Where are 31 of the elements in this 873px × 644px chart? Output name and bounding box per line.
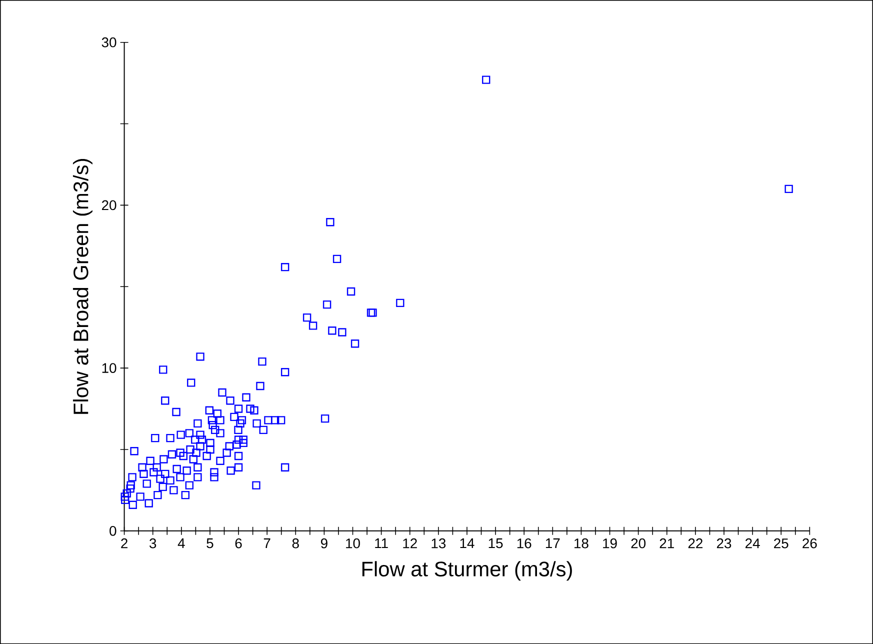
x-tick-label: 9	[320, 538, 328, 548]
y-tick-label: 20	[102, 200, 116, 210]
x-tick-label: 12	[403, 538, 417, 548]
y-tick-label: 0	[110, 526, 116, 536]
x-tick-label: 19	[603, 538, 617, 548]
x-tick-label: 8	[292, 538, 299, 548]
x-tick-label: 21	[660, 538, 674, 548]
x-tick-label: 15	[488, 538, 503, 548]
x-tick-label: 23	[716, 538, 732, 548]
x-tick-label: 20	[631, 538, 646, 548]
x-tick-label: 26	[802, 538, 817, 548]
x-tick-label: 25	[774, 538, 788, 548]
x-tick-label: 22	[688, 538, 702, 548]
x-tick-label: 24	[746, 538, 760, 548]
x-tick-label: 11	[375, 538, 388, 548]
y-axis-title: Flow at Broad Green (m3/s)	[72, 158, 92, 414]
y-tick-label: 10	[102, 363, 116, 373]
x-tick-label: 5	[206, 538, 214, 548]
x-tick-label: 13	[432, 538, 446, 548]
x-axis-title: Flow at Sturmer (m3/s)	[362, 561, 572, 580]
x-tick-label: 7	[264, 538, 270, 548]
x-tick-label: 3	[150, 538, 156, 548]
x-tick-label: 6	[235, 538, 242, 548]
x-tick-label: 17	[546, 538, 560, 548]
x-tick-label: 18	[574, 538, 588, 548]
y-tick-label: 30	[102, 37, 116, 48]
x-tick-label: 10	[346, 538, 360, 548]
x-tick-label: 2	[121, 538, 128, 548]
x-tick-label: 16	[517, 538, 532, 548]
x-tick-label: 4	[178, 538, 185, 548]
x-tick-label: 14	[460, 538, 474, 548]
